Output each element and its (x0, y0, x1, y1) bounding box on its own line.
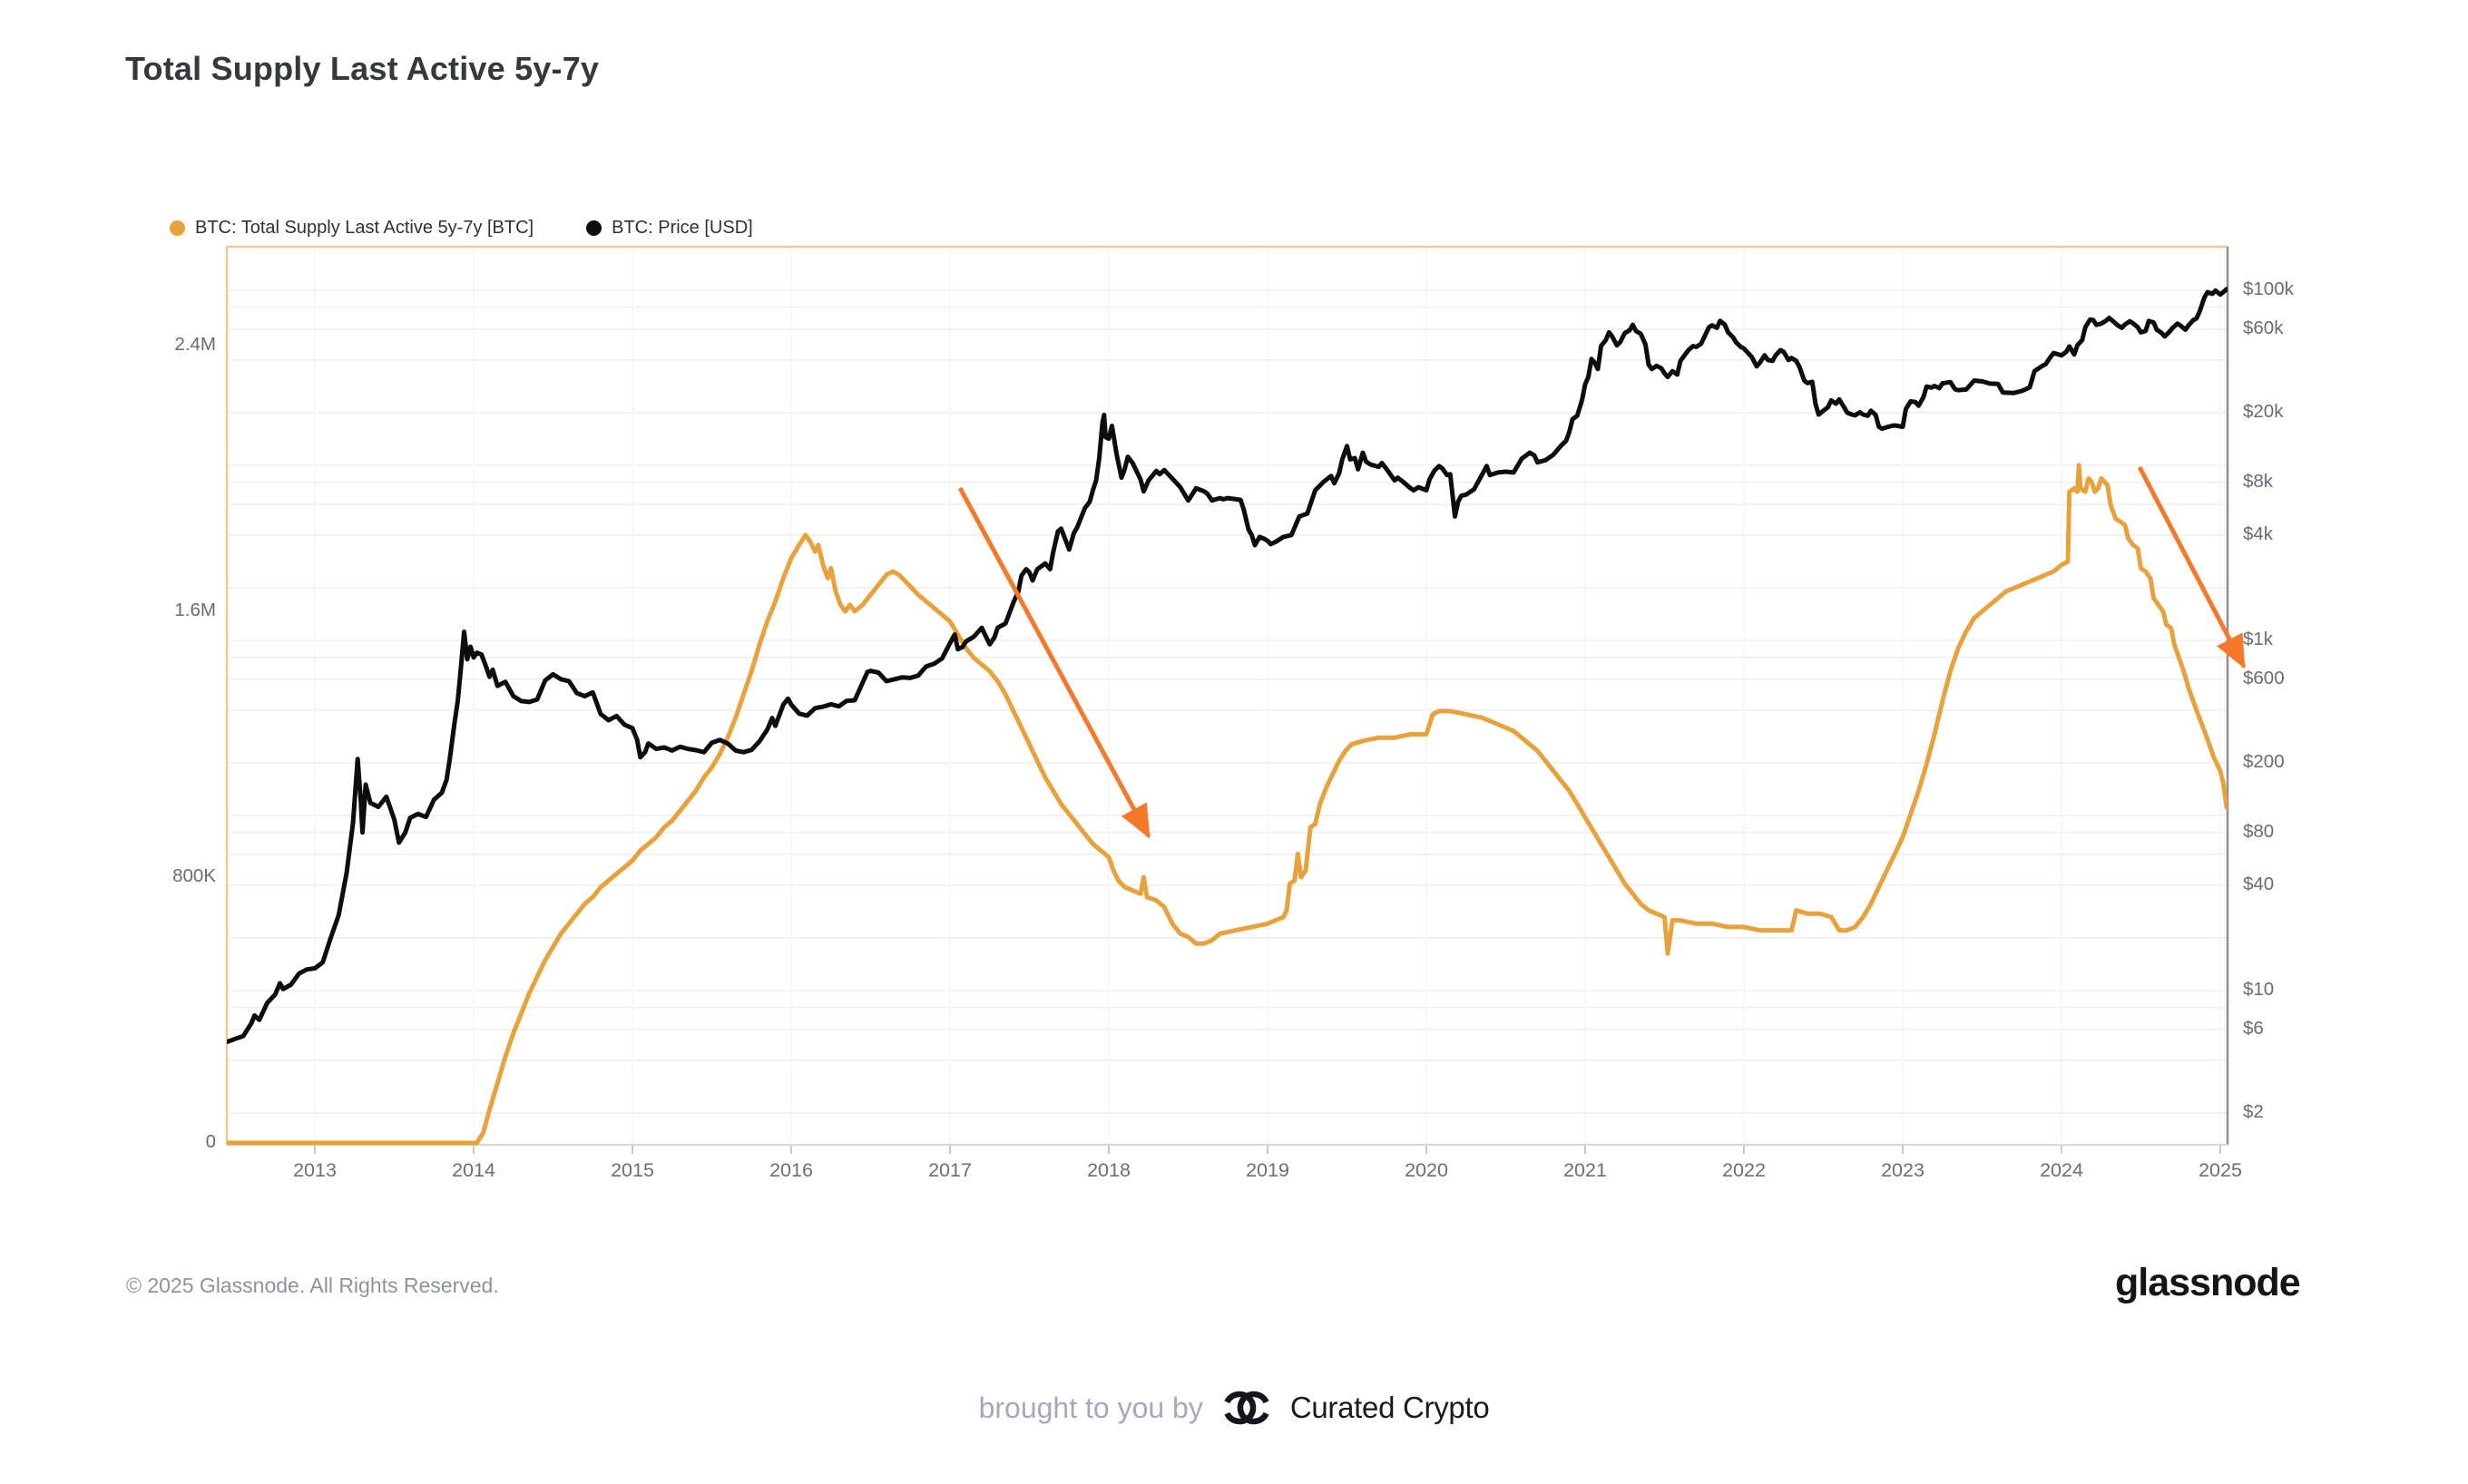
right-axis-tick-label: $8k (2243, 470, 2274, 492)
x-axis-year-label: 2017 (928, 1159, 972, 1181)
right-axis-tick-label: $1k (2243, 629, 2274, 649)
glassnode-logo[interactable]: glassnode (2115, 1261, 2301, 1304)
x-axis-year-label: 2015 (611, 1159, 654, 1181)
legend-item-price[interactable]: BTC: Price [USD] (586, 218, 753, 239)
x-axis-year-label: 2024 (2040, 1159, 2083, 1181)
x-axis-year-label: 2013 (293, 1159, 337, 1181)
right-axis-tick-label: $60k (2243, 317, 2284, 338)
left-axis-tick-label: 2.4M (174, 334, 216, 355)
right-axis-tick-label: $2 (2243, 1100, 2264, 1122)
x-axis-tick-marks (314, 1145, 2221, 1154)
right-axis-tick-label: $100k (2243, 278, 2294, 299)
attribution-prefix-text: brought to you by (978, 1391, 1203, 1424)
legend-dot-price-icon (586, 220, 602, 236)
legend-item-supply[interactable]: BTC: Total Supply Last Active 5y-7y [BTC… (170, 218, 534, 239)
curated-crypto-interlocked-cc-icon (1221, 1386, 1272, 1430)
x-axis-year-label: 2021 (1563, 1159, 1607, 1181)
x-axis-year-label: 2023 (1881, 1159, 1924, 1181)
trend-arrow-annotations (957, 465, 2247, 839)
price-line-series[interactable] (227, 287, 2228, 1044)
supply-line-series[interactable] (227, 463, 2228, 1146)
left-axis-tick-label: 0 (205, 1131, 216, 1152)
right-axis-tick-label: $600 (2243, 667, 2285, 688)
x-axis-year-label: 2016 (769, 1159, 813, 1181)
right-axis-tick-label: $80 (2243, 820, 2275, 842)
legend-label-supply: BTC: Total Supply Last Active 5y-7y [BTC… (195, 217, 534, 238)
x-axis-year-label: 2020 (1405, 1159, 1448, 1181)
x-axis-year-label: 2018 (1087, 1159, 1131, 1181)
copyright-text: © 2025 Glassnode. All Rights Reserved. (126, 1274, 499, 1297)
plot-borders (225, 245, 2229, 1146)
x-axis-year-label: 2025 (2199, 1159, 2242, 1181)
vertical-year-gridlines (314, 247, 2221, 1145)
x-axis-year-label: 2014 (452, 1159, 495, 1181)
right-axis-tick-label: $6 (2243, 1017, 2264, 1039)
right-axis-tick-label: $40 (2243, 873, 2275, 894)
right-axis-tick-label: $10 (2243, 979, 2275, 1000)
right-axis-tick-label: $20k (2243, 400, 2284, 422)
right-axis-tick-label: $200 (2243, 750, 2285, 772)
legend-dot-supply-icon (170, 220, 185, 236)
x-axis-year-label: 2022 (1722, 1159, 1766, 1181)
left-axis-tick-label: 800K (172, 865, 216, 886)
attribution-brand-text[interactable]: Curated Crypto (1289, 1391, 1490, 1424)
right-axis-tick-label: $4k (2243, 522, 2274, 544)
x-axis-year-label: 2019 (1246, 1159, 1289, 1181)
legend-label-price: BTC: Price [USD] (612, 217, 753, 238)
attribution-bar: brought to you by Curated Crypto (0, 1386, 2468, 1430)
chart-title: Total Supply Last Active 5y-7y (125, 50, 600, 87)
left-axis-tick-label: 1.6M (174, 600, 216, 620)
chart-legend: BTC: Total Supply Last Active 5y-7y [BTC… (170, 212, 753, 243)
